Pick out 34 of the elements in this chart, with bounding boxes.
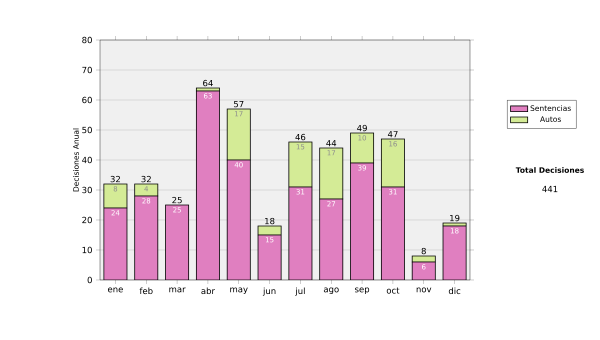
- total-label: 8: [422, 248, 426, 254]
- y-tick-label: 70: [82, 66, 92, 74]
- y-tick-label: 40: [82, 156, 92, 164]
- total-label: 46: [295, 134, 306, 140]
- x-tick-label: feb: [140, 288, 153, 294]
- x-tick-label: jun: [262, 288, 276, 296]
- x-tick-label: jul: [295, 288, 305, 296]
- x-tick-label: may: [230, 288, 248, 294]
- total-label: 57: [234, 100, 244, 108]
- text: 441: [542, 186, 558, 192]
- y-tick-label: 30: [82, 186, 92, 194]
- x-tick-label: dic: [448, 288, 460, 294]
- y-tick-label: 10: [82, 246, 92, 254]
- total-label: 32: [141, 176, 151, 182]
- total-label: 64: [203, 80, 213, 86]
- total-label: 32: [110, 176, 120, 182]
- x-tick-label: ene: [108, 288, 123, 292]
- total-label: 18: [265, 218, 274, 224]
- total-label: 19: [450, 214, 460, 222]
- y-tick-label: 60: [82, 96, 92, 104]
- total-label: 25: [172, 196, 182, 204]
- total-label: 47: [388, 131, 398, 138]
- x-tick-label: nov: [416, 288, 432, 292]
- x-tick-label: ago: [324, 288, 339, 294]
- y-tick-label: 0: [88, 276, 92, 284]
- x-tick-label: abr: [201, 288, 215, 294]
- x-tick-label: sep: [355, 288, 370, 294]
- total-label: 49: [357, 124, 367, 132]
- y-tick-label: 80: [82, 36, 92, 44]
- x-tick-label: mar: [169, 288, 186, 292]
- y-tick-label: 20: [82, 216, 92, 224]
- y-tick-label: 50: [82, 126, 92, 134]
- total-label: 44: [326, 140, 336, 146]
- x-tick-label: oct: [386, 288, 400, 294]
